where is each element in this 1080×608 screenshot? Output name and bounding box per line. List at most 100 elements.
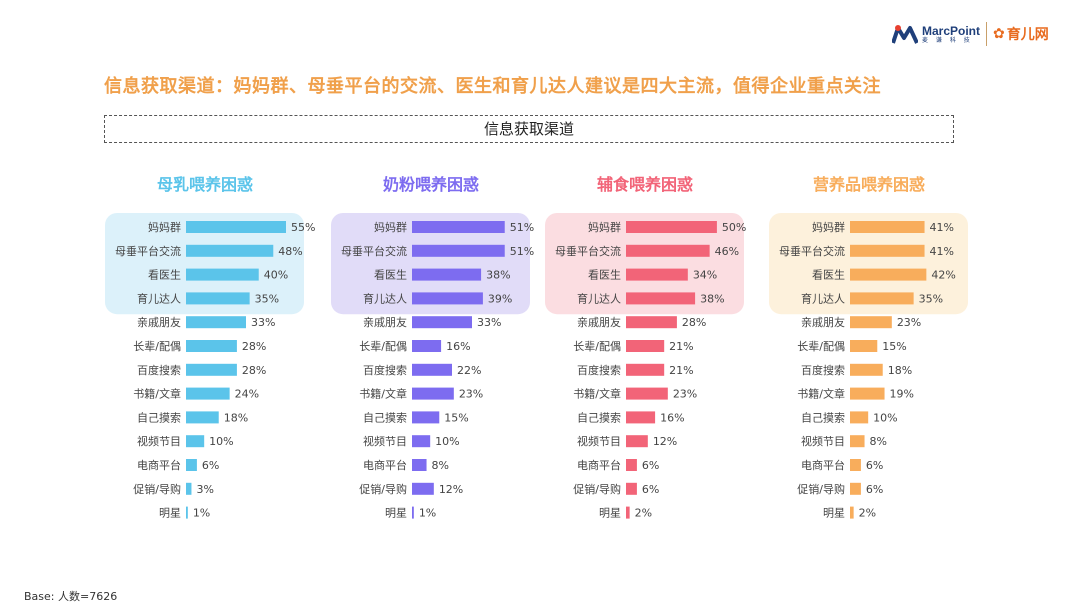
data-label: 51%: [510, 221, 534, 234]
data-label: 41%: [930, 221, 954, 234]
data-label: 15%: [444, 411, 468, 424]
chart-title-2: 奶粉喂养困惑: [383, 175, 479, 194]
highlight-box-1: [105, 213, 304, 315]
data-label: 33%: [251, 316, 275, 329]
category-label: 书籍/文章: [573, 387, 621, 401]
bar: [850, 482, 861, 495]
data-label: 2%: [635, 507, 652, 520]
data-label: 8%: [870, 435, 887, 448]
bar: [412, 387, 454, 400]
bar: [186, 411, 219, 424]
bar: [412, 316, 472, 329]
bar: [626, 244, 710, 257]
category-label: 妈妈群: [588, 220, 621, 234]
bar: [626, 482, 637, 495]
category-label: 妈妈群: [812, 220, 845, 234]
category-label: 自己摸索: [137, 410, 181, 424]
category-label: 促销/导购: [359, 482, 407, 496]
category-label: 百度搜索: [801, 363, 845, 377]
category-label: 百度搜索: [577, 363, 621, 377]
partner-logo: ✿ 育儿网: [993, 24, 1049, 44]
bar: [186, 268, 259, 281]
data-label: 21%: [669, 340, 693, 353]
data-label: 42%: [931, 269, 955, 282]
data-label: 19%: [890, 388, 914, 401]
partner-logo-text: 育儿网: [1006, 27, 1049, 43]
data-label: 18%: [224, 411, 248, 424]
category-label: 电商平台: [137, 458, 181, 472]
data-label: 10%: [209, 435, 233, 448]
bar: [412, 435, 431, 448]
footnote: Base: 人数=7626: [24, 590, 118, 603]
chart-title-4: 营养品喂养困惑: [813, 175, 925, 194]
data-label: 10%: [435, 435, 459, 448]
category-label: 长辈/配偶: [573, 339, 621, 353]
category-label: 明星: [385, 507, 407, 520]
data-label: 15%: [882, 340, 906, 353]
data-label: 55%: [291, 221, 315, 234]
bar: [850, 506, 854, 519]
category-label: 妈妈群: [148, 220, 181, 234]
category-label: 育儿达人: [137, 291, 181, 305]
bar: [412, 506, 414, 519]
bar: [850, 340, 878, 352]
category-label: 视频节目: [577, 434, 621, 448]
category-label: 书籍/文章: [133, 387, 181, 401]
bar: [412, 244, 505, 257]
logo-brand-name: MarcPoint: [922, 23, 981, 38]
bar: [186, 340, 237, 352]
bar: [626, 221, 717, 233]
bar: [412, 363, 452, 376]
data-label: 35%: [919, 292, 943, 305]
bar: [626, 459, 637, 471]
bar: [412, 459, 427, 471]
bar: [850, 411, 869, 424]
category-label: 电商平台: [801, 458, 845, 472]
data-label: 22%: [457, 364, 481, 377]
category-label: 长辈/配偶: [133, 339, 181, 353]
bar: [186, 292, 250, 305]
category-label: 亲戚朋友: [577, 315, 621, 329]
bar: [850, 244, 925, 257]
bar: [626, 292, 696, 305]
bar: [186, 506, 188, 519]
bar: [850, 363, 883, 376]
category-label: 自己摸索: [801, 410, 845, 424]
category-label: 母垂平台交流: [115, 244, 181, 258]
data-label: 23%: [673, 388, 697, 401]
data-label: 6%: [642, 459, 659, 472]
category-label: 明星: [599, 507, 621, 520]
category-label: 明星: [823, 507, 845, 520]
category-label: 自己摸索: [577, 410, 621, 424]
category-label: 长辈/配偶: [797, 339, 845, 353]
bar: [626, 316, 677, 329]
bar: [850, 221, 925, 233]
bar: [186, 363, 237, 376]
category-label: 视频节目: [137, 434, 181, 448]
data-label: 46%: [715, 245, 739, 258]
bar: [412, 268, 482, 281]
category-label: 亲戚朋友: [137, 315, 181, 329]
data-label: 51%: [510, 245, 534, 258]
category-label: 促销/导购: [797, 482, 845, 496]
data-label: 6%: [866, 483, 883, 496]
highlight-box-4: [769, 213, 968, 315]
bar: [186, 221, 286, 233]
bar: [412, 411, 440, 424]
category-label: 百度搜索: [363, 363, 407, 377]
bar: [186, 244, 274, 257]
data-label: 40%: [264, 269, 288, 282]
category-label: 母垂平台交流: [555, 244, 621, 258]
section-title: 信息获取渠道: [104, 115, 954, 143]
bar: [412, 221, 505, 233]
bar: [626, 387, 668, 400]
bar: [626, 268, 688, 281]
category-label: 电商平台: [577, 458, 621, 472]
bar: [186, 435, 205, 448]
bar: [186, 482, 192, 495]
data-label: 34%: [693, 269, 717, 282]
data-label: 39%: [488, 292, 512, 305]
category-label: 亲戚朋友: [801, 315, 845, 329]
data-label: 6%: [202, 459, 219, 472]
